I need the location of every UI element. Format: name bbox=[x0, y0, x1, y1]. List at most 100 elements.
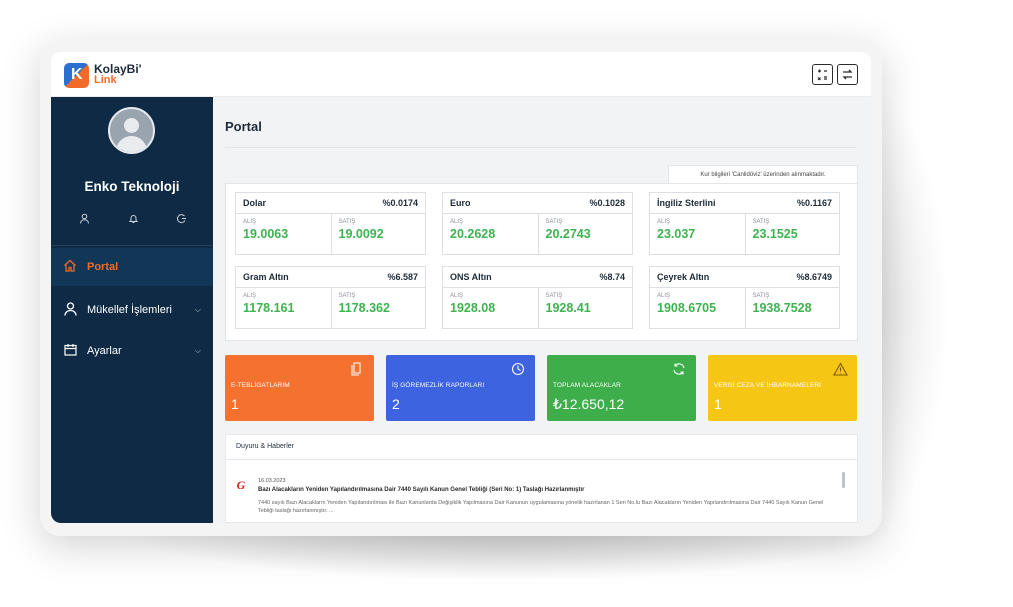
clock-icon bbox=[511, 362, 525, 376]
stat-value: 2 bbox=[392, 396, 400, 412]
rate-change: %0.0174 bbox=[382, 198, 418, 208]
rate-card-gram-altin: Gram Altın %6.587 ALIŞ 1178.161 SATIŞ 1178.… bbox=[235, 266, 426, 329]
logo-line1: KolayBi' bbox=[94, 62, 142, 76]
news-panel: Duyuru & Haberler G 16.03.2023 Bazı Alac… bbox=[225, 434, 858, 523]
sell-label: SATIŞ bbox=[338, 219, 356, 225]
stat-card-is-goremezlik[interactable]: İŞ GÖREMEZLİK RAPORLARI 2 bbox=[386, 355, 535, 421]
rate-change: %0.1167 bbox=[796, 198, 832, 208]
rate-card-ceyrek-altin: Çeyrek Altın %8.6749 ALIŞ 1908.6705 SATIŞ 1… bbox=[649, 266, 840, 329]
logo-text: KolayBi' Link bbox=[94, 62, 142, 86]
calculator-icon[interactable] bbox=[812, 64, 833, 85]
sidebar-quick-actions bbox=[79, 213, 187, 227]
title-divider bbox=[225, 147, 857, 148]
sell-value: 20.2743 bbox=[545, 227, 591, 241]
news-title[interactable]: Bazı Alacakların Yeniden Yapılandırılmas… bbox=[258, 487, 585, 493]
logo-line2: Link bbox=[94, 74, 117, 86]
rate-card-dolar: Dolar %0.0174 ALIŞ 19.0063 SATIŞ 19.0092 bbox=[235, 192, 426, 255]
sell-value: 19.0092 bbox=[338, 227, 384, 241]
buy-value: 1178.161 bbox=[243, 301, 295, 315]
rate-source-note: Kur bilgileri 'Canlidöviz' üzerinden alı… bbox=[668, 165, 858, 184]
buy-label: ALIŞ bbox=[657, 293, 671, 299]
calendar-icon bbox=[62, 343, 78, 359]
rate-change: %8.74 bbox=[599, 272, 625, 282]
news-header: Duyuru & Haberler bbox=[226, 435, 857, 460]
rate-card-euro: Euro %0.1028 ALIŞ 20.2628 SATIŞ 20.2743 bbox=[442, 192, 633, 255]
chevron-down-icon: ⌵ bbox=[194, 346, 201, 355]
sell-value: 1178.362 bbox=[338, 301, 390, 315]
sidebar-item-portal[interactable]: Portal bbox=[51, 248, 213, 286]
logout-icon[interactable] bbox=[176, 213, 187, 227]
warning-icon bbox=[833, 362, 848, 376]
app-logo[interactable]: K KolayBi' Link bbox=[64, 62, 142, 88]
sidebar-item-label: Ayarlar bbox=[87, 345, 122, 357]
rate-change: %0.1028 bbox=[589, 198, 625, 208]
avatar[interactable] bbox=[108, 107, 155, 154]
news-scrollbar[interactable] bbox=[842, 472, 845, 488]
stat-value: 1 bbox=[714, 396, 722, 412]
app-screen: K KolayBi' Link Enko Teknoloji bbox=[51, 52, 871, 523]
buy-label: ALIŞ bbox=[657, 219, 671, 225]
company-name: Enko Teknoloji bbox=[84, 179, 180, 194]
top-actions bbox=[812, 64, 858, 85]
stat-title: TOPLAM ALACAKLAR bbox=[553, 382, 621, 389]
rate-card-ingiliz-sterlini: İngiliz Sterlini %0.1167 ALIŞ 23.037 SATIŞ… bbox=[649, 192, 840, 255]
sell-label: SATIŞ bbox=[545, 219, 563, 225]
top-bar: K KolayBi' Link bbox=[51, 52, 871, 97]
device-frame: K KolayBi' Link Enko Teknoloji bbox=[40, 40, 882, 536]
main-content: Portal Kur bilgileri 'Canlidöviz' üzerin… bbox=[213, 97, 871, 523]
rate-name: ONS Altın bbox=[450, 272, 492, 282]
buy-value: 23.037 bbox=[657, 227, 696, 241]
buy-value: 19.0063 bbox=[243, 227, 289, 241]
rate-change: %6.587 bbox=[387, 272, 418, 282]
stat-card-toplam-alacaklar[interactable]: TOPLAM ALACAKLAR ₺12.650,12 bbox=[547, 355, 696, 421]
user-icon bbox=[62, 301, 78, 319]
rate-name: Çeyrek Altın bbox=[657, 272, 710, 282]
sidebar: Enko Teknoloji Portal bbox=[51, 97, 213, 523]
page-title: Portal bbox=[225, 119, 262, 134]
rate-card-ons-altin: ONS Altın %8.74 ALIŞ 1928.08 SATIŞ 1928.41 bbox=[442, 266, 633, 329]
logo-mark: K bbox=[64, 62, 89, 88]
stat-title: VERGİ CEZA VE İHBARNAMELERİ bbox=[714, 382, 822, 389]
exchange-rates-panel: Dolar %0.0174 ALIŞ 19.0063 SATIŞ 19.0092 Eu… bbox=[225, 183, 858, 341]
news-date: 16.03.2023 bbox=[258, 478, 286, 484]
home-icon bbox=[62, 259, 78, 275]
sidebar-item-ayarlar[interactable]: Ayarlar ⌵ bbox=[51, 332, 213, 370]
chevron-down-icon: ⌵ bbox=[194, 305, 201, 314]
rate-change: %8.6749 bbox=[796, 272, 832, 282]
rate-name: İngiliz Sterlini bbox=[657, 198, 716, 208]
news-text: 7440 sayılı Bazı Alacakların Yeniden Yap… bbox=[258, 500, 824, 514]
stat-title: E-TEBLİGATLARIM bbox=[231, 382, 290, 389]
user-icon[interactable] bbox=[79, 213, 90, 227]
exchange-icon[interactable] bbox=[837, 64, 858, 85]
sell-label: SATIŞ bbox=[752, 219, 770, 225]
buy-value: 20.2628 bbox=[450, 227, 496, 241]
sell-value: 23.1525 bbox=[752, 227, 798, 241]
sell-value: 1928.41 bbox=[545, 301, 591, 315]
document-icon bbox=[350, 362, 364, 376]
sell-value: 1938.7528 bbox=[752, 301, 812, 315]
buy-label: ALIŞ bbox=[243, 219, 257, 225]
sidebar-item-label: Mükellef İşlemleri bbox=[87, 304, 172, 316]
rate-name: Dolar bbox=[243, 198, 267, 208]
stat-card-e-tebligat[interactable]: E-TEBLİGATLARIM 1 bbox=[225, 355, 374, 421]
buy-label: ALIŞ bbox=[450, 293, 464, 299]
stat-title: İŞ GÖREMEZLİK RAPORLARI bbox=[392, 382, 485, 389]
refresh-icon bbox=[672, 362, 686, 376]
buy-value: 1908.6705 bbox=[657, 301, 717, 315]
rate-name: Euro bbox=[450, 198, 471, 208]
buy-value: 1928.08 bbox=[450, 301, 496, 315]
stat-value: ₺12.650,12 bbox=[553, 396, 625, 412]
stat-card-vergi-ceza[interactable]: VERGİ CEZA VE İHBARNAMELERİ 1 bbox=[708, 355, 857, 421]
buy-label: ALIŞ bbox=[243, 293, 257, 299]
stat-value: 1 bbox=[231, 396, 239, 412]
buy-label: ALIŞ bbox=[450, 219, 464, 225]
bell-icon[interactable] bbox=[128, 213, 139, 227]
sidebar-item-label: Portal bbox=[87, 261, 119, 273]
sell-label: SATIŞ bbox=[752, 293, 770, 299]
sell-label: SATIŞ bbox=[338, 293, 356, 299]
gib-logo-icon: G bbox=[236, 478, 246, 492]
sell-label: SATIŞ bbox=[545, 293, 563, 299]
sidebar-divider bbox=[51, 245, 213, 246]
sidebar-item-mukellef-islemleri[interactable]: Mükellef İşlemleri ⌵ bbox=[51, 291, 213, 329]
rate-name: Gram Altın bbox=[243, 272, 289, 282]
